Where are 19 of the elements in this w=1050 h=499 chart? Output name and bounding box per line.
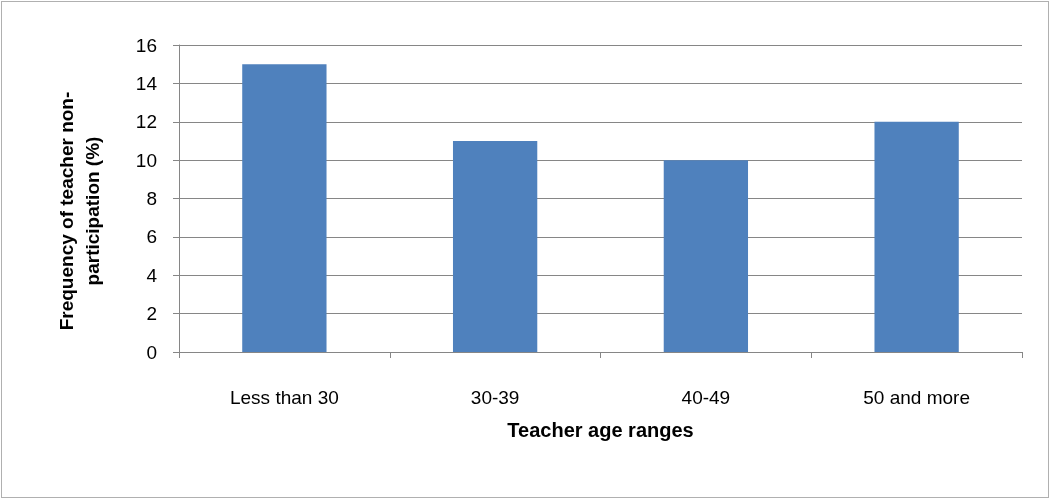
bar: [242, 64, 327, 352]
y-tick-label: 0: [146, 341, 157, 363]
x-tick-label: 30-39: [470, 387, 520, 408]
y-tick-label: 6: [146, 226, 157, 248]
x-tick-label: Less than 30: [229, 387, 339, 408]
y-tick-label: 14: [135, 72, 158, 94]
y-tick-label: 4: [146, 264, 158, 286]
y-axis-title: Frequency of teacher non-participation (%): [55, 90, 104, 333]
y-tick-label: 10: [135, 149, 157, 171]
bar: [452, 140, 538, 352]
bar: [663, 160, 749, 352]
x-tick-label: 50 and more: [863, 387, 970, 408]
y-tick-label: 16: [135, 34, 157, 56]
x-tick-label: 40-49: [681, 387, 731, 408]
bar: [874, 121, 959, 352]
y-tick-label: 12: [135, 111, 157, 133]
x-axis-title: Teacher age ranges: [507, 419, 694, 441]
y-tick-label: 2: [146, 303, 157, 325]
y-tick-label: 8: [146, 188, 157, 209]
